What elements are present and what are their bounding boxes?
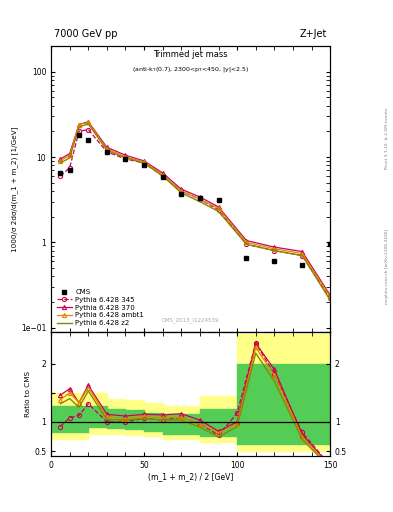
Text: mcplots.cern.ch [arXiv:1306.3436]: mcplots.cern.ch [arXiv:1306.3436] — [385, 229, 389, 304]
Text: Trimmed jet mass: Trimmed jet mass — [153, 50, 228, 59]
Text: (anti-k$_\mathsf{T}$(0.7), 2300<p$_\mathsf{T}$<450, |y|<2.5): (anti-k$_\mathsf{T}$(0.7), 2300<p$_\math… — [132, 65, 249, 74]
Text: 7000 GeV pp: 7000 GeV pp — [54, 29, 118, 39]
Legend: CMS, Pythia 6.428 345, Pythia 6.428 370, Pythia 6.428 ambt1, Pythia 6.428 z2: CMS, Pythia 6.428 345, Pythia 6.428 370,… — [55, 287, 146, 328]
Text: Z+Jet: Z+Jet — [300, 29, 327, 39]
Y-axis label: 1000/σ 2dσ/d(m_1 + m_2) [1/GeV]: 1000/σ 2dσ/d(m_1 + m_2) [1/GeV] — [11, 126, 18, 251]
Y-axis label: Ratio to CMS: Ratio to CMS — [25, 371, 31, 417]
X-axis label: (m_1 + m_2) / 2 [GeV]: (m_1 + m_2) / 2 [GeV] — [148, 472, 233, 481]
Text: Rivet 3.1.10, ≥ 2.5M events: Rivet 3.1.10, ≥ 2.5M events — [385, 108, 389, 169]
Text: CMS_2013_I1224539: CMS_2013_I1224539 — [162, 317, 219, 323]
